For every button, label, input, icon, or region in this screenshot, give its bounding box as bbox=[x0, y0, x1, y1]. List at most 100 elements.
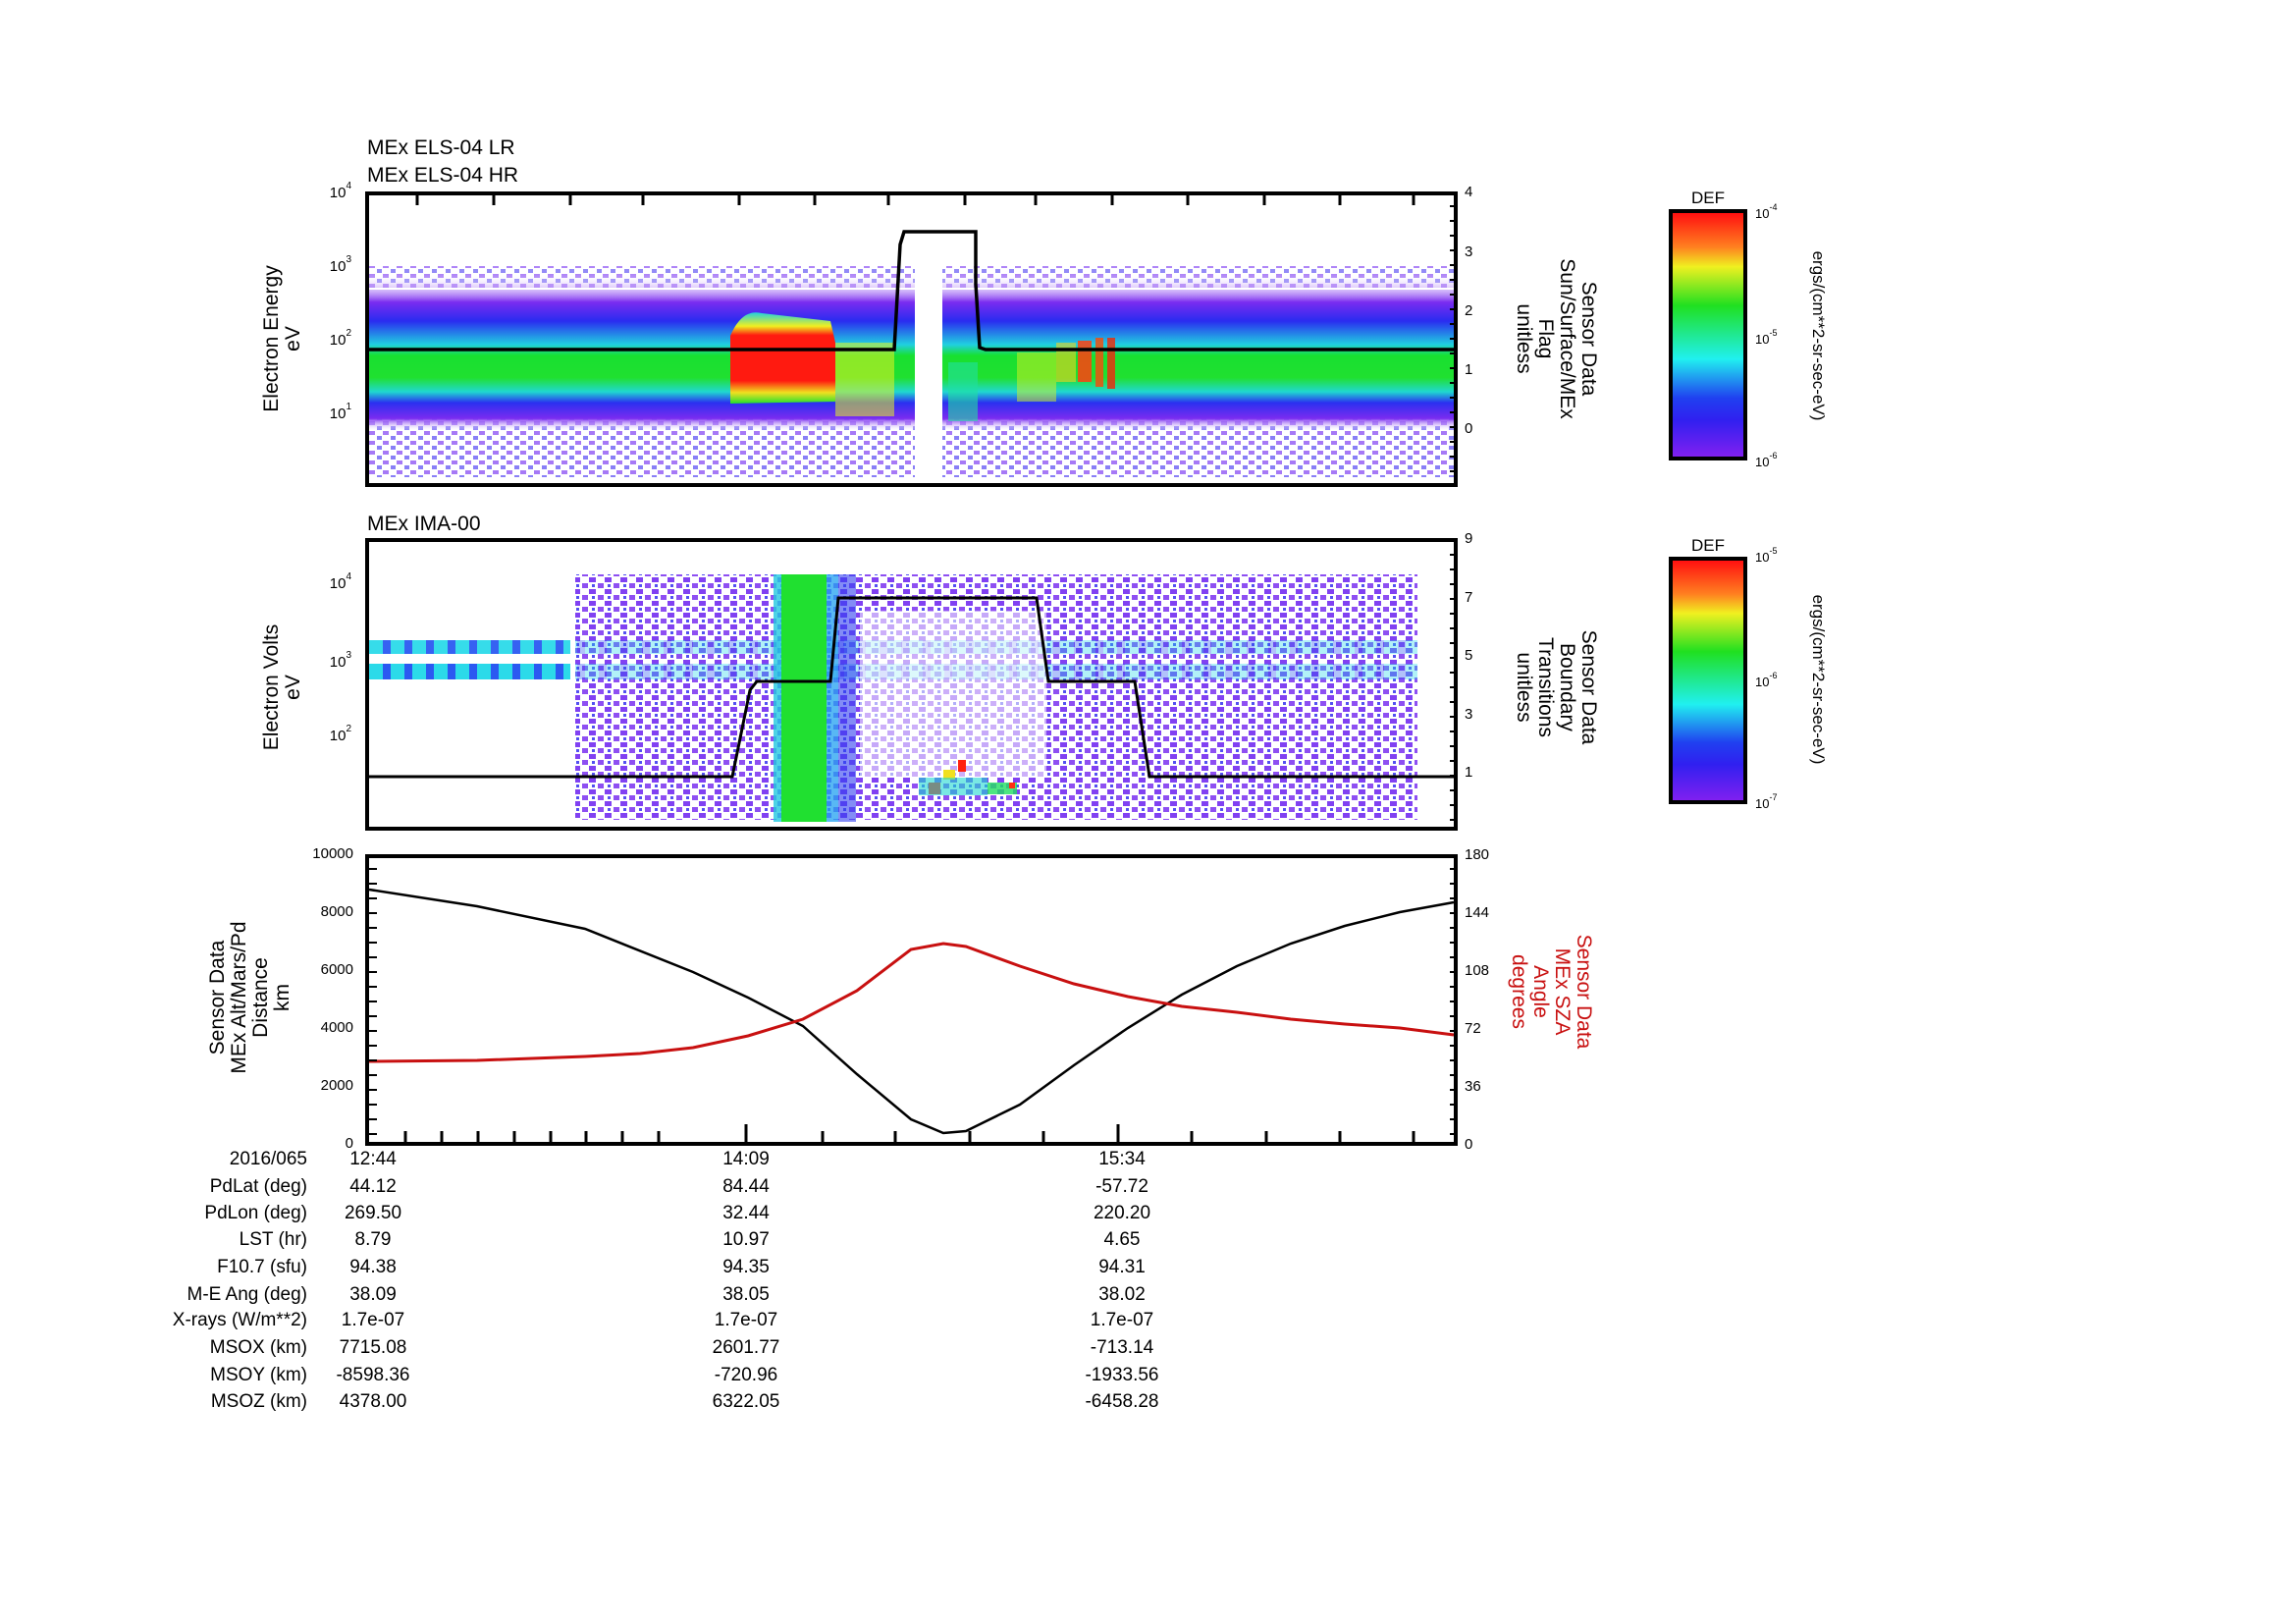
panel3-ytick-6000: 6000 bbox=[320, 961, 353, 978]
panel2-ytick-1e2: 102 bbox=[329, 724, 351, 744]
row-value: 2601.77 bbox=[712, 1337, 780, 1358]
panel2-ylabel-line2: eV bbox=[282, 675, 304, 700]
row-label: X-rays (W/m**2) bbox=[172, 1310, 307, 1330]
altitude-line bbox=[368, 888, 1455, 1135]
panel1-ylabel-line1: Electron Energy bbox=[260, 265, 283, 412]
row-value: 12:44 bbox=[349, 1149, 397, 1169]
row-value: -713.14 bbox=[1090, 1337, 1154, 1358]
row-value: -720.96 bbox=[714, 1365, 778, 1385]
colorbar2-top-label: 10-5 bbox=[1755, 546, 1778, 565]
panel3-y2label-line3: Angle bbox=[1529, 965, 1552, 1018]
row-value: 269.50 bbox=[344, 1203, 402, 1223]
row-label: MSOZ (km) bbox=[210, 1391, 307, 1412]
panel1-ylabel: Electron Energy eV bbox=[260, 265, 304, 412]
panel3-y2tick-144: 144 bbox=[1465, 904, 1490, 921]
panel2-y2label-line2: Boundary bbox=[1556, 643, 1578, 731]
panel1-ytick-1e1: 101 bbox=[329, 402, 351, 422]
panel3-ytick-2000: 2000 bbox=[320, 1077, 353, 1094]
colorbar1 bbox=[1669, 209, 1747, 460]
panel3-y2label-line2: MEx SZA bbox=[1551, 947, 1574, 1036]
row-value: 8.79 bbox=[354, 1229, 392, 1250]
row-value: -57.72 bbox=[1095, 1176, 1148, 1197]
panel1-y2label-line2: Sun/Surface/MEx bbox=[1556, 258, 1578, 419]
panel3-ylabel-line2: MEx Alt/Mars/Pd bbox=[228, 921, 250, 1074]
panel3-y2tick-180: 180 bbox=[1465, 846, 1490, 863]
panel3-y2tick-72: 72 bbox=[1465, 1020, 1481, 1037]
row-value: 38.02 bbox=[1098, 1284, 1146, 1305]
row-label: M-E Ang (deg) bbox=[187, 1284, 308, 1305]
panel2-y2tick-5: 5 bbox=[1465, 647, 1473, 664]
colorbar1-mid-label: 10-5 bbox=[1755, 328, 1778, 347]
panel2-ytick-1e4: 104 bbox=[329, 571, 351, 592]
panel2-y2label-line3: Transitions bbox=[1534, 637, 1557, 737]
panel3-y2label: Sensor Data MEx SZA Angle degrees bbox=[1508, 934, 1595, 1050]
row-value: 1.7e-07 bbox=[1090, 1310, 1154, 1330]
panel1-ytick-1e2: 102 bbox=[329, 328, 351, 349]
panel2-y2tick-9: 9 bbox=[1465, 530, 1473, 547]
colorbar2-mid-label: 10-6 bbox=[1755, 671, 1778, 689]
panel1-y2label: Sensor Data Sun/Surface/MEx Flag unitles… bbox=[1513, 258, 1600, 419]
row-value: 14:09 bbox=[722, 1149, 770, 1169]
panel2-y2tick-7: 7 bbox=[1465, 589, 1473, 606]
colorbar2-units: ergs/(cm**2-sr-sec-eV) bbox=[1809, 594, 1828, 765]
panel3-ytick-4000: 4000 bbox=[320, 1019, 353, 1036]
row-value: 94.35 bbox=[722, 1257, 770, 1277]
panel3-ytick-8000: 8000 bbox=[320, 903, 353, 920]
panel2-y2label-line4: unitless bbox=[1513, 652, 1535, 723]
panel2-title: MEx IMA-00 bbox=[367, 513, 481, 535]
panel3-y2label-line4: degrees bbox=[1508, 954, 1530, 1029]
row-label: MSOX (km) bbox=[209, 1337, 307, 1358]
row-value: 94.38 bbox=[349, 1257, 397, 1277]
row-value: 84.44 bbox=[722, 1176, 770, 1197]
els-spectrogram-panel bbox=[365, 191, 1458, 487]
panel1-y2label-line4: unitless bbox=[1513, 303, 1535, 374]
panel3-y2tick-0: 0 bbox=[1465, 1136, 1473, 1153]
row-value: 6322.05 bbox=[712, 1391, 780, 1412]
row-value: 32.44 bbox=[722, 1203, 770, 1223]
row-label: F10.7 (sfu) bbox=[217, 1257, 307, 1277]
panel1-y2tick-2: 2 bbox=[1465, 302, 1473, 319]
row-value: -6458.28 bbox=[1085, 1391, 1159, 1412]
panel1-ylabel-line2: eV bbox=[282, 326, 304, 352]
row-value: 220.20 bbox=[1093, 1203, 1151, 1223]
panel3-y2tick-36: 36 bbox=[1465, 1078, 1481, 1095]
els-spectrogram-canvas bbox=[369, 195, 1454, 483]
panel1-y2tick-3: 3 bbox=[1465, 243, 1473, 260]
row-label: LST (hr) bbox=[239, 1229, 307, 1250]
row-value: 7715.08 bbox=[339, 1337, 407, 1358]
row-value: 1.7e-07 bbox=[341, 1310, 405, 1330]
row-label: MSOY (km) bbox=[210, 1365, 307, 1385]
panel1-y2label-line1: Sensor Data bbox=[1577, 281, 1600, 397]
panel2-y2tick-3: 3 bbox=[1465, 706, 1473, 723]
colorbar2-bot-label: 10-7 bbox=[1755, 792, 1778, 811]
panel1-y2tick-0: 0 bbox=[1465, 420, 1473, 437]
panel1-title-hr: MEx ELS-04 HR bbox=[367, 164, 519, 187]
colorbar1-title: DEF bbox=[1691, 189, 1725, 207]
colorbar2-title: DEF bbox=[1691, 536, 1725, 555]
row-value: 15:34 bbox=[1098, 1149, 1146, 1169]
panel1-ytick-1e3: 103 bbox=[329, 254, 351, 275]
panel2-ytick-1e3: 103 bbox=[329, 650, 351, 671]
row-value: 4.65 bbox=[1103, 1229, 1141, 1250]
row-label: PdLon (deg) bbox=[204, 1203, 307, 1223]
sza-line bbox=[368, 942, 1455, 1063]
panel3-y2tick-108: 108 bbox=[1465, 962, 1490, 979]
panel2-ylabel-line1: Electron Volts bbox=[260, 623, 283, 751]
panel2-ylabel: Electron Volts eV bbox=[260, 623, 304, 751]
row-value: 10.97 bbox=[722, 1229, 770, 1250]
ima-spectrogram-canvas bbox=[369, 574, 1454, 822]
row-value: -1933.56 bbox=[1085, 1365, 1159, 1385]
panel3-ylabel: Sensor Data MEx Alt/Mars/Pd Distance km bbox=[206, 921, 294, 1074]
panel3-ylabel-line4: km bbox=[271, 984, 294, 1012]
panel2-y2label: Sensor Data Boundary Transitions unitles… bbox=[1513, 630, 1600, 745]
row-value: 4378.00 bbox=[339, 1391, 407, 1412]
boundary-transitions-line bbox=[369, 596, 1454, 779]
panel1-y2label-line3: Flag bbox=[1534, 318, 1557, 359]
panel3-ylabel-line3: Distance bbox=[249, 957, 272, 1038]
panel1-ytick-1e4: 104 bbox=[329, 181, 351, 201]
panel1-title-lr: MEx ELS-04 LR bbox=[367, 136, 515, 159]
panel3-y2label-line1: Sensor Data bbox=[1573, 934, 1595, 1050]
panel3-ytick-0: 0 bbox=[345, 1135, 353, 1152]
colorbar1-units: ergs/(cm**2-sr-sec-eV) bbox=[1809, 250, 1828, 421]
panel1-y2tick-4: 4 bbox=[1465, 184, 1473, 200]
